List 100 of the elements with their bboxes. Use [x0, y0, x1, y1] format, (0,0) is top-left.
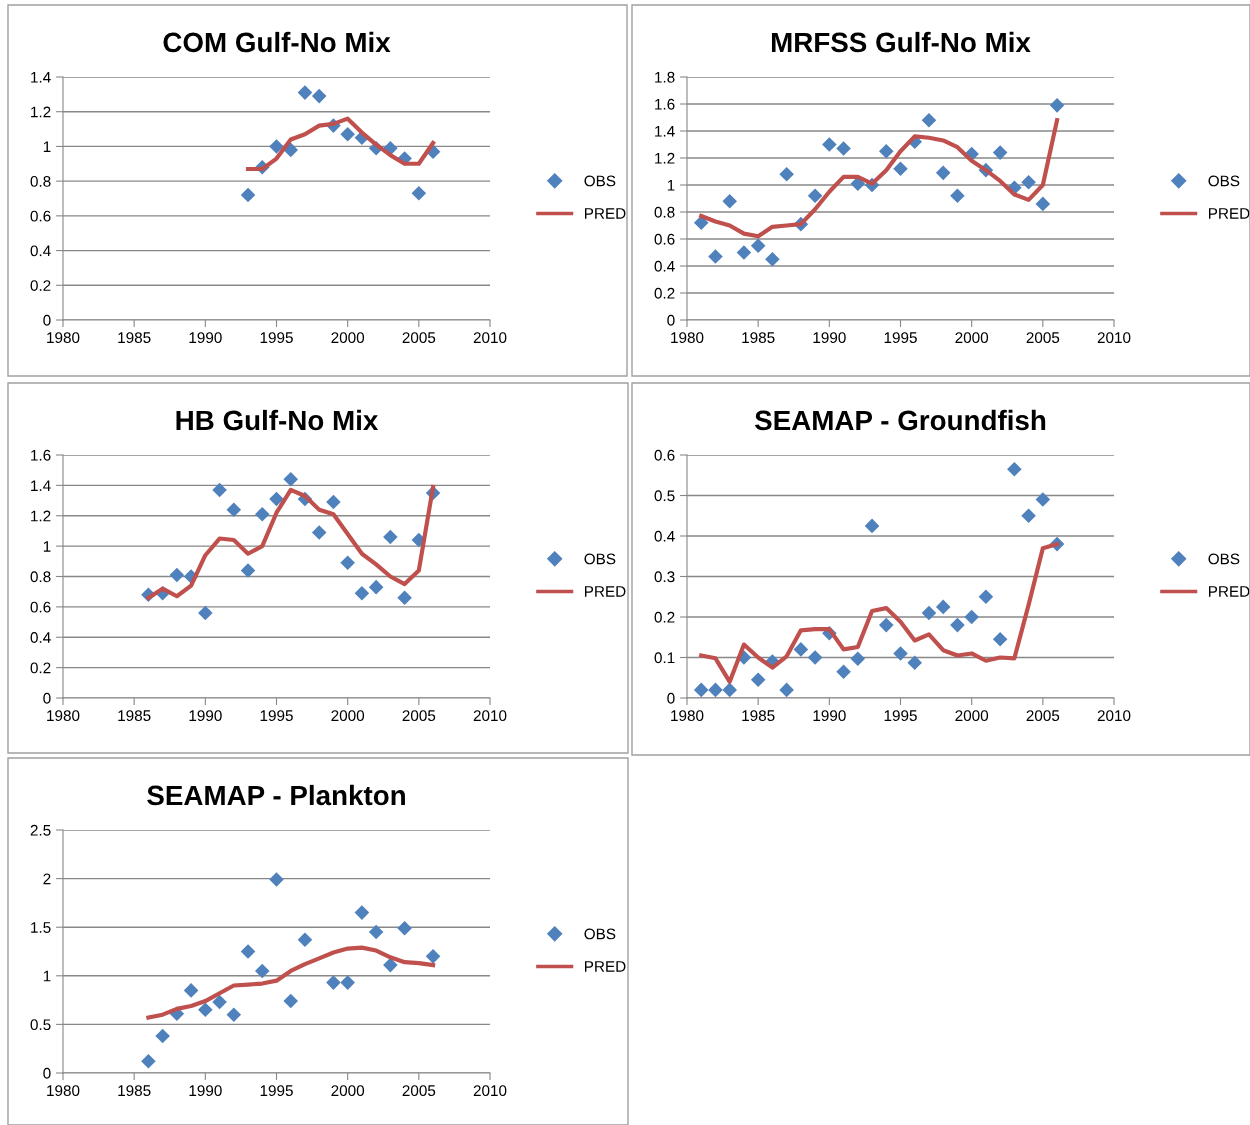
point [326, 494, 341, 510]
point [354, 585, 370, 601]
point [878, 143, 894, 159]
chart-title: COM Gulf-No Mix [163, 31, 391, 53]
x-tick-label: 2005 [402, 710, 436, 722]
point [212, 482, 227, 498]
x-tick-label: 2000 [331, 710, 365, 722]
y-tick-label: 0.6 [30, 601, 51, 613]
x-tick-label: 2005 [1026, 332, 1060, 344]
legend-label: OBS [584, 175, 616, 187]
y-tick-label: 1 [43, 141, 51, 152]
point [269, 872, 284, 887]
point [326, 975, 341, 990]
x-tick-label: 1985 [118, 332, 151, 344]
point [750, 238, 766, 254]
legend-label: PRED [585, 208, 626, 219]
y-tick-label: 2 [43, 873, 51, 885]
y-tick-label: 0.4 [654, 530, 675, 542]
y-tick-label: 0.6 [654, 233, 675, 245]
x-tick-label: 1995 [260, 332, 293, 344]
x-tick-label: 1995 [884, 332, 917, 344]
point [283, 993, 299, 1009]
y-tick-label: 0.5 [654, 490, 675, 502]
y-tick-label: 0 [667, 314, 675, 326]
y-tick-label: 0.4 [654, 260, 675, 272]
point [383, 529, 398, 545]
point [183, 983, 199, 998]
point [722, 682, 737, 698]
point [807, 650, 823, 665]
y-tick-label: 1.4 [655, 126, 675, 137]
point [169, 567, 185, 583]
point [212, 994, 227, 1010]
point [240, 563, 256, 578]
point [907, 655, 923, 671]
x-tick-label: 1985 [118, 1085, 151, 1097]
x-tick-label: 1990 [813, 710, 846, 722]
point [269, 491, 284, 507]
x-tick-label: 1980 [47, 1085, 80, 1097]
y-tick-label: 0.8 [654, 206, 675, 218]
y-tick-label: 0.2 [654, 287, 675, 299]
point [368, 924, 384, 940]
point [693, 682, 709, 698]
point [297, 85, 313, 100]
legend-label: OBS [584, 928, 616, 940]
y-tick-label: 1.5 [31, 922, 51, 933]
y-tick-label: 0.2 [654, 611, 675, 623]
x-tick-label: 2010 [473, 1085, 507, 1097]
y-tick-label: 1.4 [31, 72, 51, 83]
point [397, 590, 412, 606]
y-tick-label: 1 [43, 541, 51, 552]
point [1035, 196, 1051, 212]
x-tick-label: 1980 [671, 332, 704, 344]
point [992, 145, 1008, 160]
x-tick-label: 2010 [473, 332, 507, 344]
point [1021, 175, 1036, 190]
chart-title: SEAMAP - Plankton [147, 784, 405, 806]
y-tick-label: 1.6 [655, 98, 675, 110]
point [793, 642, 809, 657]
point [992, 631, 1008, 647]
point [1007, 461, 1022, 477]
y-tick-label: 0.4 [30, 245, 51, 257]
point [1021, 508, 1036, 524]
point [1049, 98, 1065, 113]
y-tick-label: 0 [43, 314, 51, 326]
point [864, 518, 880, 534]
x-tick-label: 1985 [742, 332, 775, 344]
legend-label: OBS [1208, 553, 1240, 565]
y-tick-label: 0.5 [30, 1019, 51, 1031]
y-tick-label: 1.2 [655, 152, 675, 164]
point [708, 249, 723, 264]
point [950, 617, 965, 633]
line-series [146, 945, 436, 1020]
x-tick-label: 1995 [260, 710, 293, 722]
y-tick-label: 0.1 [654, 652, 675, 664]
point [155, 1028, 170, 1044]
point [340, 975, 355, 990]
point [935, 599, 951, 615]
y-tick-label: 1.8 [655, 71, 675, 83]
point [1035, 492, 1051, 507]
point [750, 672, 766, 688]
point [198, 1002, 213, 1018]
point [836, 141, 851, 156]
legend-label: PRED [585, 961, 626, 972]
point [708, 682, 723, 698]
y-tick-label: 1.6 [31, 449, 51, 461]
point [425, 949, 441, 964]
y-tick-label: 1.2 [31, 510, 51, 522]
point [240, 187, 256, 203]
point [822, 137, 837, 152]
point [283, 472, 299, 487]
point [311, 88, 327, 104]
legend-label: PRED [1209, 208, 1250, 219]
point [779, 682, 794, 698]
y-tick-label: 0 [43, 1067, 51, 1079]
x-tick-label: 2010 [1097, 332, 1131, 344]
x-tick-label: 1990 [189, 1085, 222, 1097]
point [921, 112, 937, 128]
x-tick-label: 2005 [402, 1085, 436, 1097]
chart-title: MRFSS Gulf-No Mix [771, 31, 1031, 53]
point [254, 963, 270, 979]
